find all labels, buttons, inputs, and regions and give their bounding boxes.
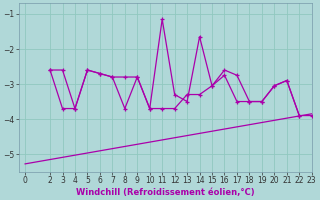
X-axis label: Windchill (Refroidissement éolien,°C): Windchill (Refroidissement éolien,°C) [76,188,255,197]
